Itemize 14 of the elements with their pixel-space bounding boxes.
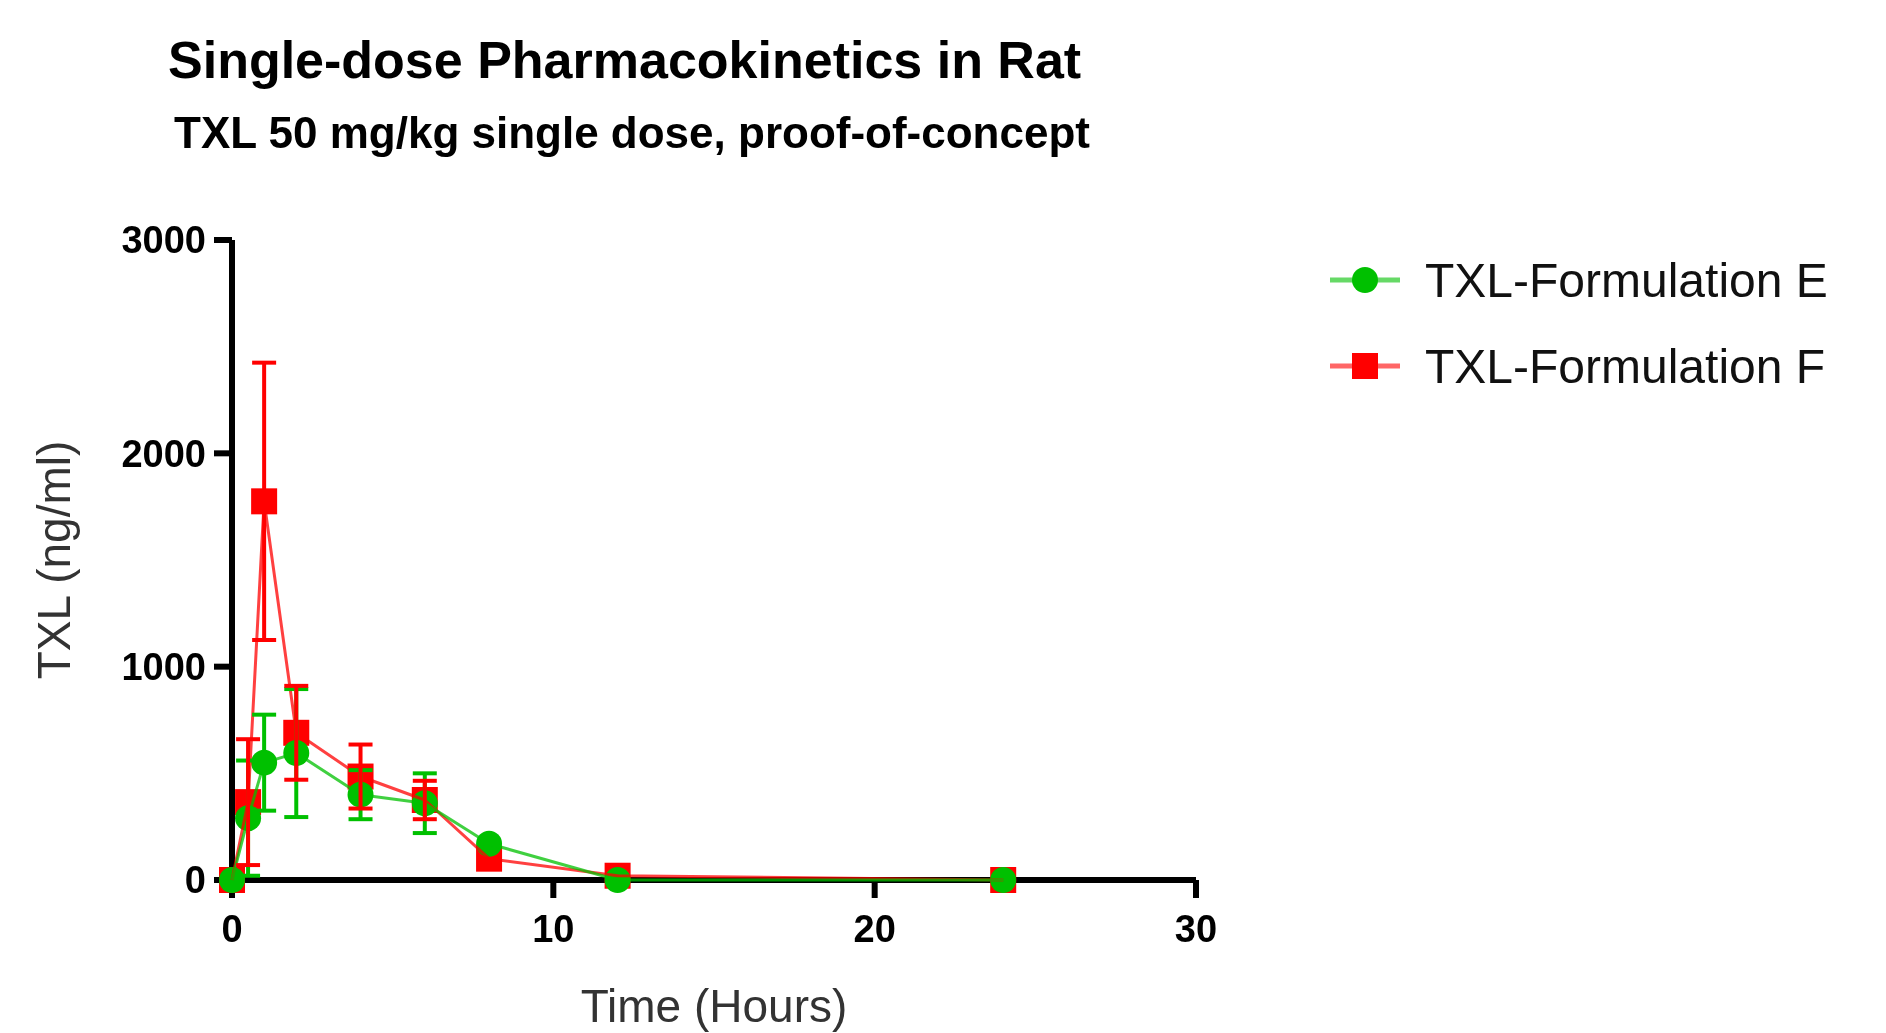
x-tick-label: 30 xyxy=(1174,908,1218,950)
y-tick-label: 3000 xyxy=(121,219,206,262)
legend-label: TXL-Formulation F xyxy=(1425,339,1826,393)
y-tick-label: 1000 xyxy=(121,645,206,688)
x-tick-label: 20 xyxy=(853,908,896,950)
legend-label: TXL-Formulation E xyxy=(1425,253,1828,307)
y-axis-title: TXL (ng/ml) xyxy=(28,440,80,680)
y-tick-label: 0 xyxy=(184,859,206,902)
chart-title: Single-dose Pharmacokinetics in Rat xyxy=(168,31,1082,89)
x-axis-title: Time (Hours) xyxy=(580,980,848,1032)
chart-subtitle: TXL 50 mg/kg single dose, proof-of-concept xyxy=(174,108,1091,157)
x-tick-label: 0 xyxy=(221,908,243,950)
x-tick-label: 10 xyxy=(532,908,575,950)
y-tick-label: 2000 xyxy=(121,432,206,475)
